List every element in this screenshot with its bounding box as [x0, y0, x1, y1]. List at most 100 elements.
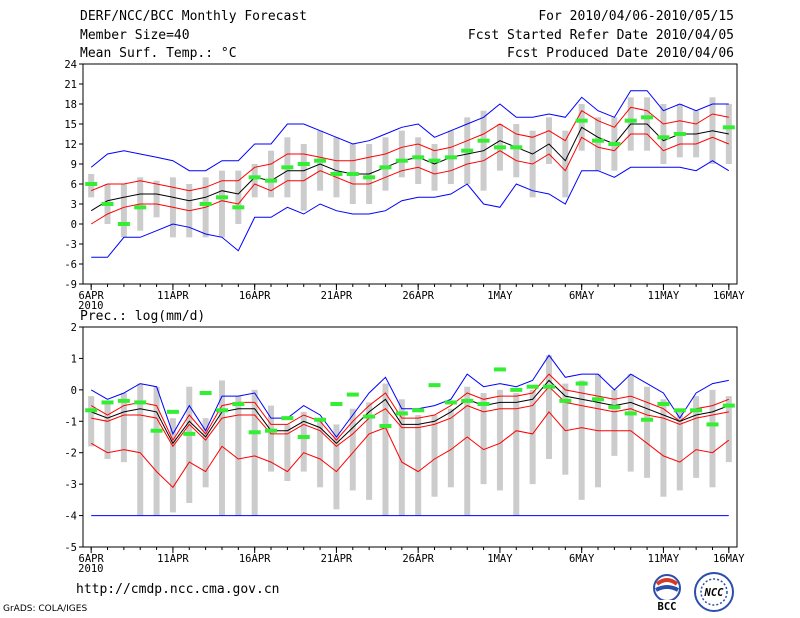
temp-obs-marker [265, 178, 278, 183]
temp-range-bar [725, 104, 732, 164]
prec-obs-marker [542, 384, 555, 389]
prec-xtick-label: 16MAY [713, 553, 745, 565]
temp-range-bar [218, 170, 225, 238]
temp-obs-marker [85, 182, 98, 186]
temp-series-min [91, 160, 730, 258]
temp-obs-marker [379, 165, 392, 170]
prec-xtick-label: 16APR [239, 553, 271, 565]
prec-obs-marker [477, 402, 490, 406]
prec-xtick-year: 2010 [78, 563, 103, 575]
prec-obs-marker [493, 367, 506, 372]
temp-xtick-label: 1MAY [487, 290, 513, 302]
prec-obs-marker [722, 403, 735, 408]
prec-obs-marker [526, 384, 539, 389]
temp-obs-marker [346, 172, 359, 176]
prec-obs-marker [330, 402, 343, 406]
temp-xtick-label: 21APR [321, 290, 353, 302]
temp-obs-marker [395, 158, 408, 163]
temp-obs-marker [215, 195, 228, 200]
variable-label: Mean Surf. Temp.: °C [80, 46, 237, 61]
svg-text:NCC: NCC [704, 587, 725, 599]
prec-range-bar [137, 383, 144, 516]
header-left: DERF/NCC/BCC Monthly Forecast Member Siz… [80, 8, 307, 64]
prec-range-bar [611, 389, 618, 456]
prec-xtick-label: 6APR [79, 553, 105, 565]
prec-series-lower [91, 385, 729, 448]
prec-range-bar [202, 418, 209, 488]
prec-obs-marker [134, 400, 147, 405]
temp-ytick-label: 9 [71, 159, 77, 171]
temp-obs-marker [575, 118, 588, 123]
prec-range-bar [153, 386, 160, 516]
temp-obs-marker [428, 158, 441, 163]
temp-ytick-label: -3 [64, 239, 77, 251]
prec-range-bar [578, 380, 585, 500]
temp-obs-marker [412, 155, 425, 160]
temp-range-bar [333, 137, 340, 198]
temp-range-bar [251, 164, 258, 198]
chart-title: DERF/NCC/BCC Monthly Forecast [80, 9, 307, 24]
temp-ytick-label: 21 [64, 79, 77, 91]
prec-ytick-label: -5 [64, 542, 77, 554]
temp-ytick-label: 0 [71, 219, 77, 231]
prec-plot-frame [82, 326, 738, 548]
prec-obs-marker [395, 411, 408, 416]
temp-obs-marker [722, 125, 735, 130]
temp-ytick-label: 15 [64, 119, 77, 131]
temp-ytick-label: 18 [64, 99, 77, 111]
prec-xtick-label: 6MAY [569, 553, 595, 565]
temp-obs-marker [232, 205, 245, 210]
temp-xtick-year: 2010 [78, 300, 103, 312]
prec-range-bar [300, 411, 307, 472]
prec-range-bar [496, 389, 503, 491]
temp-range-bar [300, 144, 307, 211]
prec-obs-marker [559, 398, 572, 403]
temp-obs-marker [657, 135, 670, 140]
prec-range-bar [709, 389, 716, 488]
prec-range-bar [513, 393, 520, 516]
temp-obs-marker [199, 202, 212, 206]
prec-ytick-label: 2 [71, 322, 77, 334]
temp-obs-marker [314, 158, 327, 163]
header-right: For 2010/04/06-2010/05/15 Fcst Started R… [468, 8, 734, 64]
prec-range-bar [349, 408, 356, 491]
prec-obs-marker [657, 402, 670, 406]
temp-obs-marker [134, 205, 147, 210]
temp-obs-marker [363, 175, 376, 180]
prec-series-max [90, 354, 729, 438]
temp-obs-marker [330, 172, 343, 176]
prec-range-bar [169, 418, 176, 513]
temp-range-bar [268, 150, 275, 198]
prec-range-bar [317, 418, 324, 488]
prec-obs-marker [592, 397, 605, 402]
temp-series-mean [90, 123, 729, 212]
prec-range-bar [627, 374, 634, 472]
temp-ytick-label: 12 [64, 139, 77, 151]
prec-range-bar [562, 383, 569, 475]
temp-obs-marker [510, 145, 523, 150]
prec-range-bar [398, 399, 405, 516]
prec-range-bar [251, 389, 258, 516]
prec-ytick-label: -4 [64, 511, 77, 523]
prec-range-bar [693, 396, 700, 478]
prec-range-bar [333, 424, 340, 510]
prec-obs-marker [232, 402, 245, 406]
prec-ytick-label: 1 [71, 353, 77, 365]
temp-range-bar [513, 124, 520, 178]
footer-url[interactable]: http://cmdp.ncc.cma.gov.cn [76, 582, 280, 597]
prec-range-bar [382, 383, 389, 516]
forecast-produced: Fcst Produced Date 2010/04/06 [507, 46, 734, 61]
prec-obs-marker [608, 405, 621, 410]
temp-range-bar [415, 137, 422, 184]
prec-obs-marker [101, 400, 114, 405]
temp-obs-marker [641, 115, 654, 120]
temp-range-bar [595, 117, 602, 171]
forecast-started: Fcst Started Refer Date 2010/04/05 [467, 27, 734, 43]
temp-obs-marker [592, 138, 605, 143]
temp-series-lower [90, 133, 729, 225]
prec-obs-marker [461, 398, 474, 403]
prec-obs-marker [510, 387, 523, 392]
temp-ytick-label: 24 [64, 59, 77, 71]
member-size: Member Size=40 [80, 27, 190, 43]
temp-xtick-label: 11MAY [648, 290, 680, 302]
